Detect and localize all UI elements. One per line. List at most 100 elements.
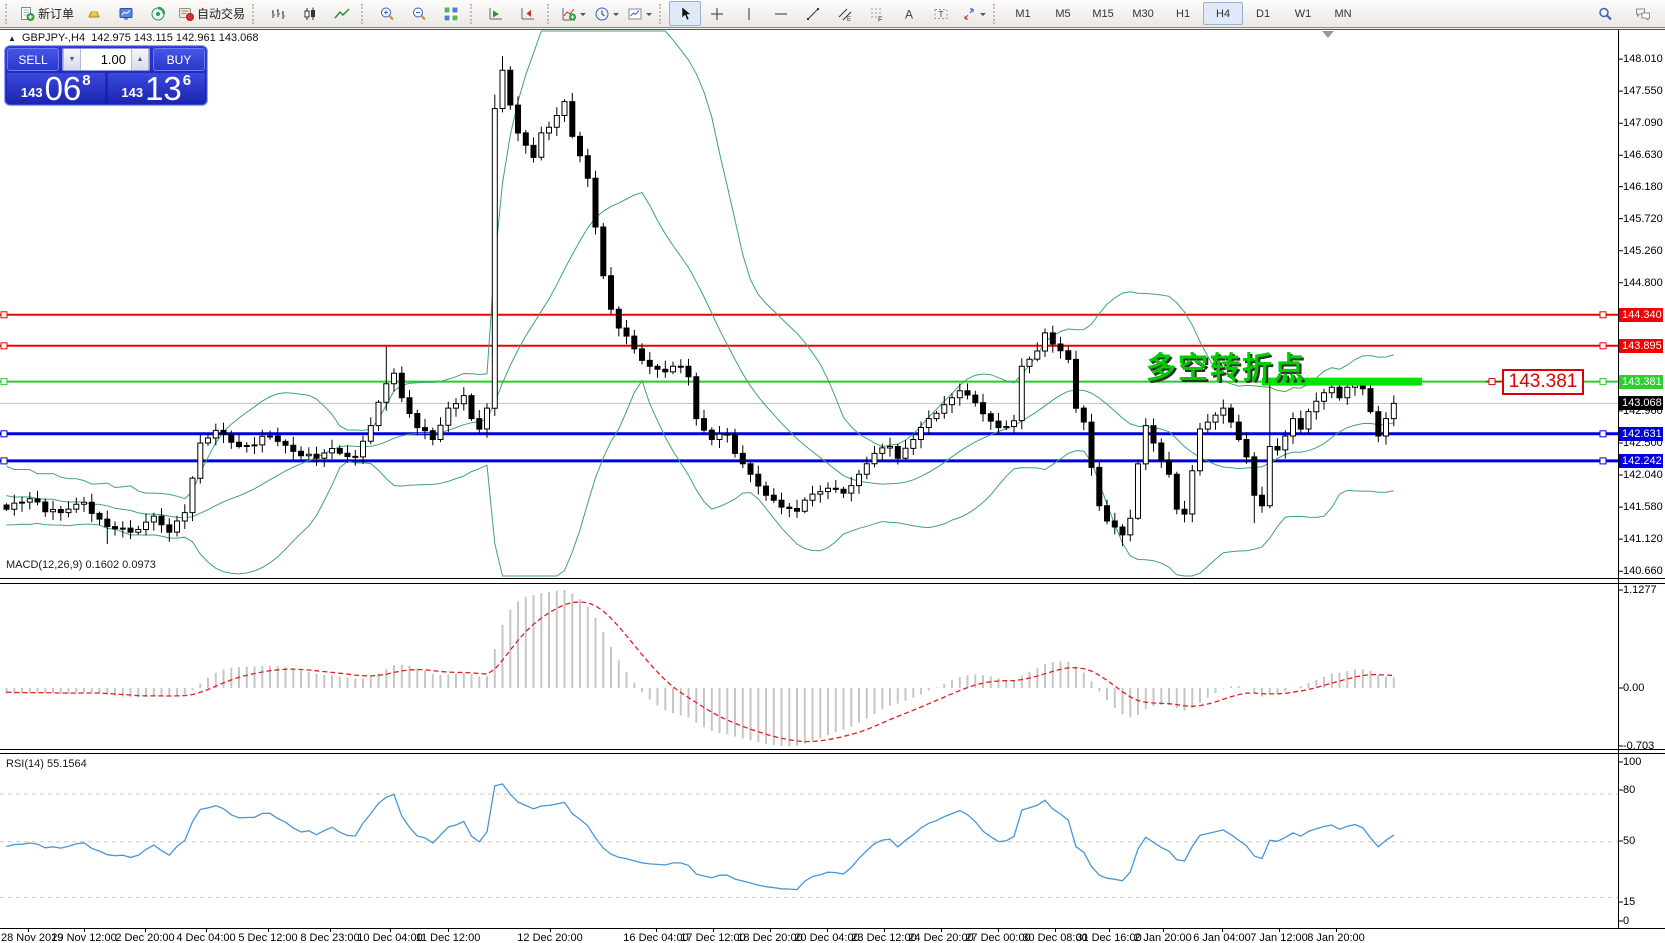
auto-scroll-button[interactable] — [480, 1, 512, 26]
chevron-down-icon — [980, 12, 987, 19]
arrows-icon — [964, 8, 974, 19]
market-watch-button[interactable] — [110, 1, 142, 26]
arrows-button[interactable] — [957, 1, 990, 26]
gold-icon — [88, 11, 100, 17]
svg-text:F: F — [878, 16, 882, 22]
volume-spinner: ▼ 1.00 ▲ — [62, 48, 150, 71]
current-price-tag: 143.068 — [1619, 396, 1663, 411]
line-handle-icon[interactable] — [1599, 378, 1607, 386]
line-handle-icon[interactable] — [0, 378, 8, 386]
timeframe-h4-button[interactable]: H4 — [1203, 2, 1244, 25]
timeframe-m15-button[interactable]: M15 — [1083, 2, 1123, 25]
tile-windows-button[interactable] — [435, 1, 467, 26]
timeframe-m30-button[interactable]: M30 — [1123, 2, 1163, 25]
search-button[interactable] — [1589, 1, 1621, 26]
equidistant-channel-button[interactable]: E — [829, 1, 861, 26]
templates-icon — [628, 8, 642, 19]
timeframe-m1-button[interactable]: M1 — [1003, 2, 1043, 25]
label-icon: T — [934, 8, 948, 19]
indicators-button[interactable] — [557, 1, 590, 26]
auto-trading-label: 自动交易 — [197, 7, 246, 21]
volume-decrease-button[interactable]: ▼ — [63, 49, 81, 70]
gold-button[interactable] — [78, 1, 110, 26]
sell-price[interactable]: 143 06 8 — [7, 72, 105, 105]
timeframe-m1-label: M1 — [1015, 7, 1031, 20]
navigator-button[interactable] — [142, 1, 174, 26]
line-handle-icon[interactable] — [1599, 457, 1607, 465]
line-handle-icon[interactable] — [0, 342, 8, 350]
timeframe-d1-button[interactable]: D1 — [1243, 2, 1283, 25]
timeframe-m5-label: M5 — [1055, 7, 1071, 20]
line-handle-icon[interactable] — [1599, 311, 1607, 319]
chart-canvas[interactable] — [0, 29, 1665, 943]
buy-price[interactable]: 143 13 6 — [107, 72, 205, 105]
time-axis-label: 24 Dec 20:00 — [908, 932, 974, 943]
line-handle-icon[interactable] — [0, 430, 8, 438]
vertical-line-button[interactable] — [733, 1, 765, 26]
chart-window[interactable]: ▲ GBPJPY-,H4 142.975 143.115 142.961 143… — [0, 29, 1665, 943]
rsi-scale-label: 50 — [1623, 835, 1636, 847]
pane-separator[interactable] — [0, 578, 1665, 584]
new-order-button[interactable]: 新订单 — [15, 1, 78, 26]
timeframe-mn-button[interactable]: MN — [1323, 2, 1363, 25]
chevron-down-icon — [580, 12, 587, 19]
time-axis-label: 20 Dec 04:00 — [794, 932, 860, 943]
chart-text-annotation[interactable]: 多空转折点 — [1146, 352, 1306, 385]
price-tick-label: 146.180 — [1623, 180, 1663, 193]
timeframe-w1-button[interactable]: W1 — [1283, 2, 1323, 25]
volume-increase-button[interactable]: ▲ — [131, 49, 149, 70]
time-axis-label: 18 Dec 20:00 — [737, 932, 803, 943]
text-button[interactable]: A — [893, 1, 925, 26]
price-level-box[interactable]: 143.381 — [1502, 369, 1584, 395]
timeframe-d1-label: D1 — [1256, 7, 1271, 20]
time-axis-label: 6 Jan 04:00 — [1193, 932, 1251, 943]
macd-indicator-label: MACD(12,26,9) 0.1602 0.0973 — [6, 559, 156, 571]
new-order-icon — [21, 6, 35, 21]
time-axis-label: 10 Dec 04:00 — [357, 932, 423, 943]
svg-text:E: E — [847, 17, 851, 22]
line-chart-button[interactable] — [326, 1, 358, 26]
text-label-button[interactable]: T — [925, 1, 957, 26]
crosshair-button[interactable] — [701, 1, 733, 26]
volume-value[interactable]: 1.00 — [100, 52, 126, 67]
timeframe-m5-button[interactable]: M5 — [1043, 2, 1083, 25]
fibonacci-button[interactable]: F — [861, 1, 893, 26]
sell-price-sup: 8 — [82, 72, 91, 89]
line-handle-icon[interactable] — [0, 457, 8, 465]
auto-trading-icon — [179, 7, 195, 21]
market-watch-icon — [119, 7, 133, 19]
chart-shift-button[interactable] — [512, 1, 544, 26]
templates-button[interactable] — [623, 1, 656, 26]
cursor-button[interactable] — [669, 1, 702, 26]
auto-trading-button[interactable]: 自动交易 — [174, 1, 249, 26]
rsi-indicator-label: RSI(14) 55.1564 — [6, 758, 87, 770]
timeframe-h1-button[interactable]: H1 — [1163, 2, 1203, 25]
line-handle-icon[interactable] — [1599, 430, 1607, 438]
buy-button[interactable]: BUY — [153, 48, 205, 71]
zoom-out-button[interactable] — [403, 1, 435, 26]
periods-button[interactable] — [590, 1, 623, 26]
horizontal-line-button[interactable] — [765, 1, 797, 26]
crosshair-icon — [711, 7, 724, 20]
candlestick-chart-button[interactable] — [294, 1, 326, 26]
bollinger-upper-line — [6, 30, 1394, 500]
search-icon — [1599, 7, 1612, 20]
trendline-button[interactable] — [797, 1, 829, 26]
chat-button[interactable] — [1627, 1, 1659, 26]
toolbar-separator — [252, 3, 259, 24]
line-handle-icon[interactable] — [0, 311, 8, 319]
sell-price-prefix: 143 — [20, 85, 43, 100]
line-handle-icon[interactable] — [1599, 342, 1607, 350]
sell-button[interactable]: SELL — [7, 48, 59, 71]
pane-separator[interactable] — [0, 749, 1665, 754]
chart-shift-marker-icon[interactable] — [1322, 31, 1334, 38]
bull-candles — [11, 69, 1397, 536]
chevron-down-icon — [646, 12, 653, 19]
price-tick-label: 145.720 — [1623, 212, 1663, 225]
ohlc-values: 142.975 143.115 142.961 143.068 — [91, 32, 259, 44]
bars-chart-button[interactable] — [262, 1, 294, 26]
collapse-triangle-icon[interactable]: ▲ — [8, 33, 16, 43]
svg-text:T: T — [939, 10, 944, 19]
zoom-in-button[interactable] — [371, 1, 403, 26]
macd-histogram — [5, 590, 1395, 746]
